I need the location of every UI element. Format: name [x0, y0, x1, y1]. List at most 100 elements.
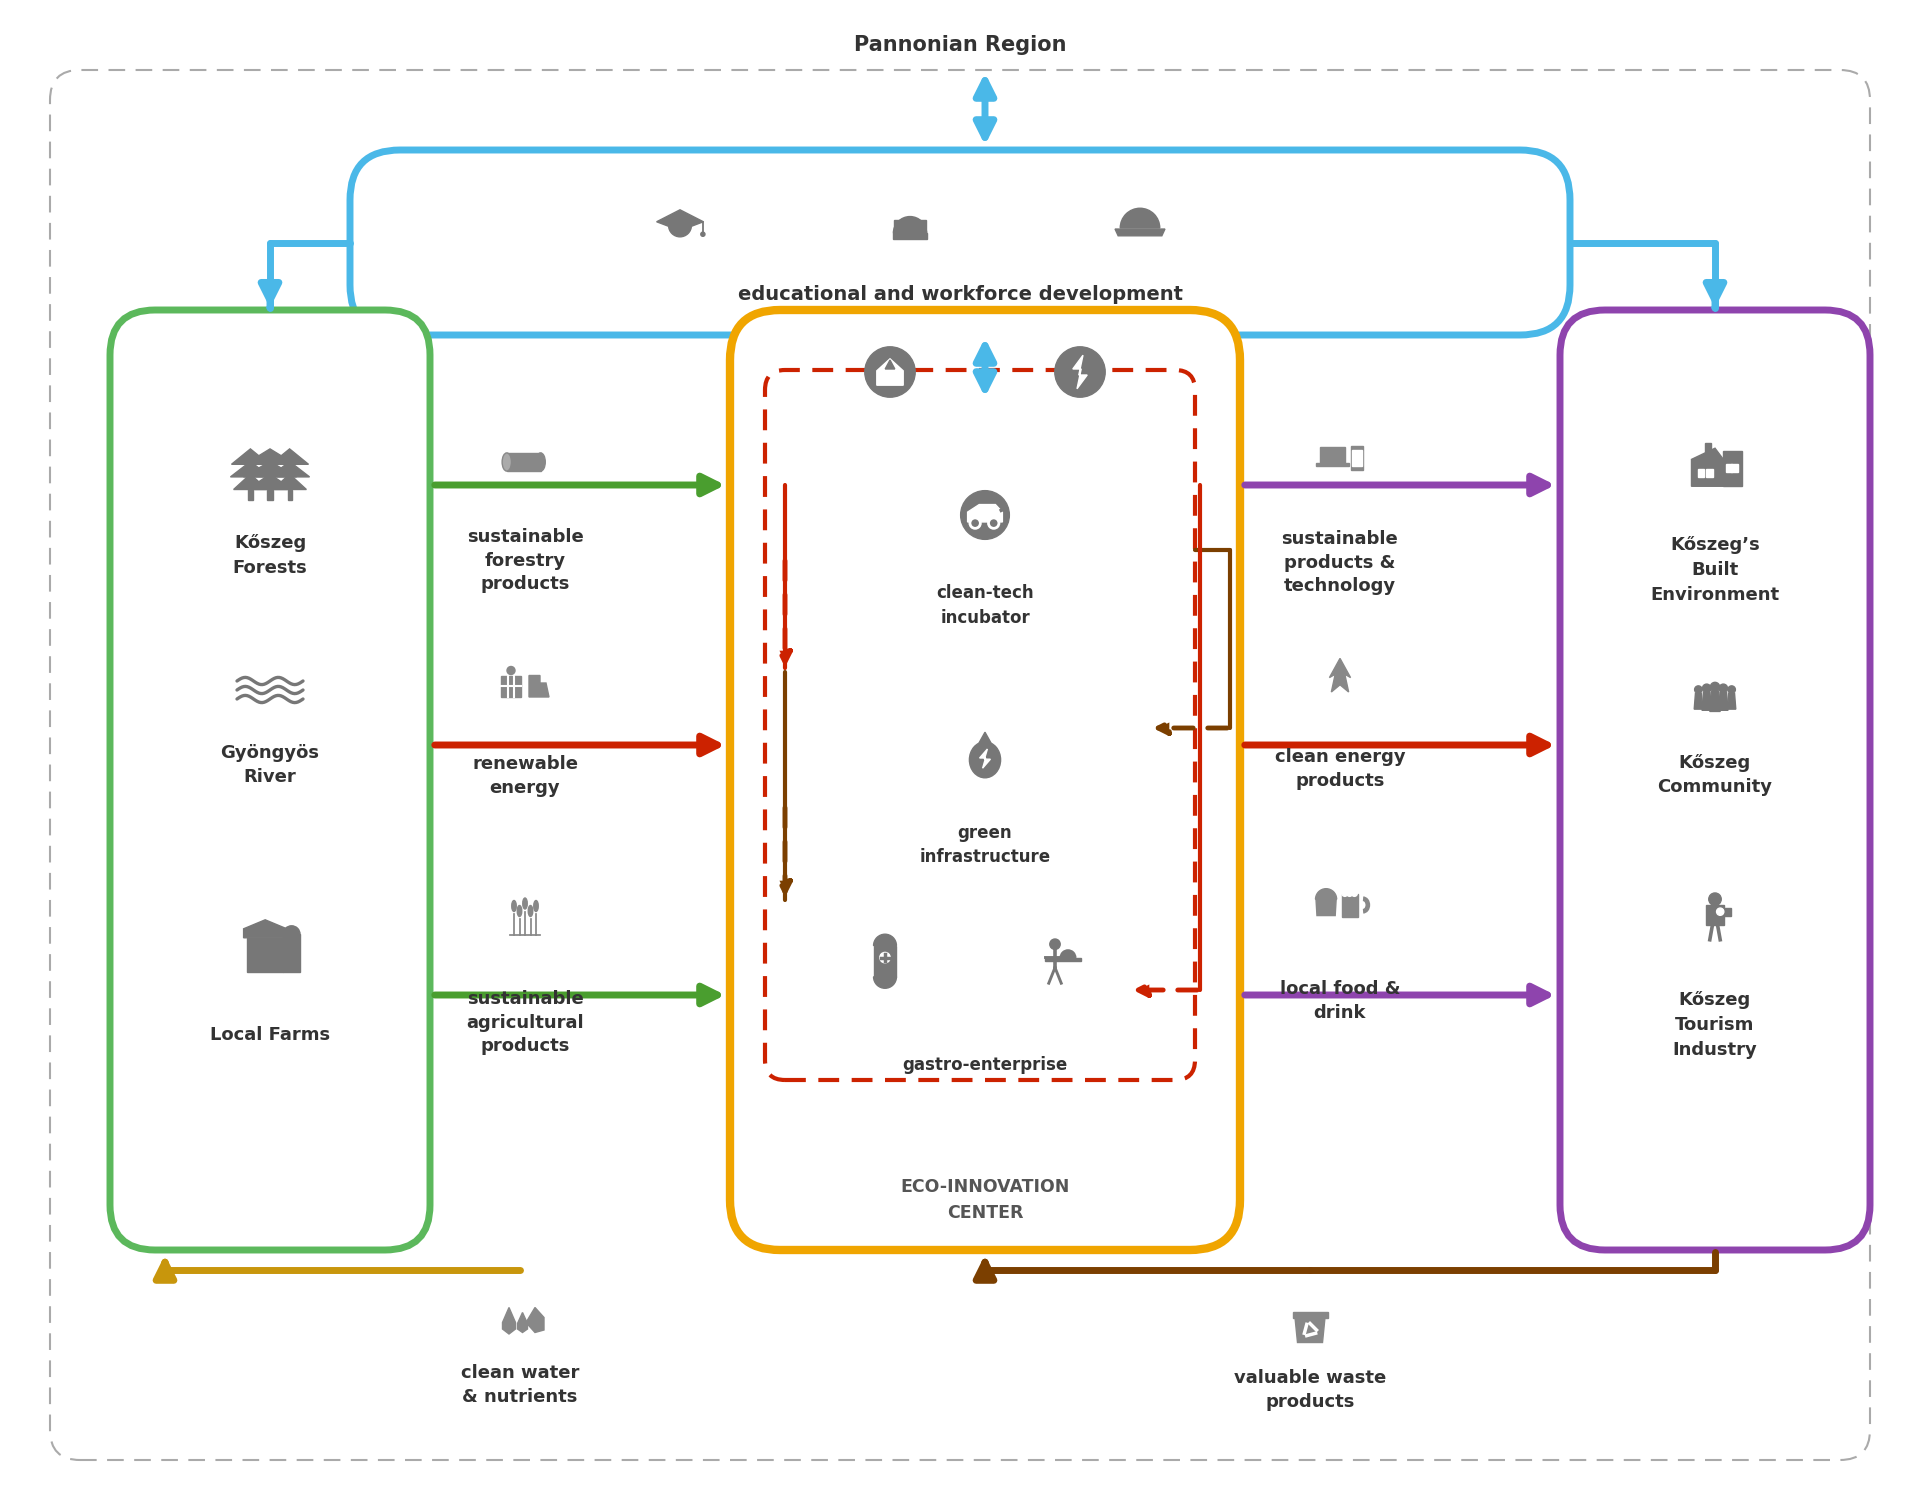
- Circle shape: [1728, 686, 1736, 693]
- Circle shape: [701, 232, 705, 237]
- FancyBboxPatch shape: [349, 150, 1571, 334]
- Polygon shape: [1342, 894, 1357, 916]
- Ellipse shape: [503, 453, 511, 471]
- Polygon shape: [1707, 908, 1730, 916]
- Polygon shape: [1352, 450, 1361, 466]
- Circle shape: [1718, 684, 1728, 693]
- Text: educational and workforce development: educational and workforce development: [737, 285, 1183, 304]
- Circle shape: [1342, 891, 1348, 897]
- Polygon shape: [234, 474, 267, 489]
- Text: local food &
drink: local food & drink: [1281, 980, 1400, 1022]
- Text: Pannonian Region: Pannonian Region: [854, 34, 1066, 56]
- Circle shape: [989, 518, 998, 528]
- Polygon shape: [1701, 693, 1711, 711]
- Polygon shape: [518, 1312, 528, 1332]
- Text: renewable
energy: renewable energy: [472, 754, 578, 796]
- Polygon shape: [1726, 464, 1732, 471]
- Polygon shape: [968, 504, 1002, 522]
- Polygon shape: [1724, 452, 1741, 486]
- Ellipse shape: [970, 742, 1000, 778]
- Wedge shape: [874, 934, 897, 945]
- Polygon shape: [248, 489, 253, 500]
- Polygon shape: [1315, 464, 1348, 466]
- Polygon shape: [288, 489, 292, 500]
- Circle shape: [1709, 892, 1720, 906]
- Polygon shape: [895, 220, 925, 232]
- Wedge shape: [1060, 950, 1075, 957]
- Wedge shape: [874, 976, 897, 988]
- Text: Local Farms: Local Farms: [209, 1026, 330, 1044]
- Text: sustainable
forestry
products: sustainable forestry products: [467, 528, 584, 592]
- Polygon shape: [1697, 470, 1705, 477]
- Polygon shape: [503, 1308, 515, 1334]
- Circle shape: [1050, 939, 1060, 950]
- Circle shape: [1054, 346, 1106, 398]
- Polygon shape: [1707, 470, 1713, 477]
- Wedge shape: [284, 926, 300, 934]
- Polygon shape: [232, 448, 269, 465]
- FancyBboxPatch shape: [109, 310, 430, 1250]
- Ellipse shape: [534, 900, 538, 912]
- Polygon shape: [1292, 1312, 1327, 1317]
- Polygon shape: [230, 462, 271, 477]
- Polygon shape: [273, 474, 307, 489]
- Polygon shape: [1350, 446, 1363, 470]
- Polygon shape: [1705, 442, 1711, 456]
- Polygon shape: [526, 1308, 543, 1332]
- Polygon shape: [246, 448, 296, 465]
- Polygon shape: [1116, 230, 1165, 236]
- Circle shape: [1716, 908, 1724, 915]
- Circle shape: [507, 666, 515, 675]
- Text: ECO-INNOVATION
CENTER: ECO-INNOVATION CENTER: [900, 1179, 1069, 1221]
- Text: Kőszeg’s
Built
Environment: Kőszeg’s Built Environment: [1651, 536, 1780, 604]
- Polygon shape: [877, 358, 902, 386]
- Polygon shape: [1319, 447, 1344, 464]
- Circle shape: [960, 490, 1010, 540]
- Polygon shape: [1711, 692, 1720, 711]
- Polygon shape: [657, 210, 703, 231]
- Polygon shape: [874, 945, 897, 976]
- Wedge shape: [668, 225, 691, 237]
- Text: Kőszeg
Tourism
Industry: Kőszeg Tourism Industry: [1672, 992, 1757, 1059]
- Ellipse shape: [536, 453, 545, 471]
- FancyBboxPatch shape: [1559, 310, 1870, 1250]
- Polygon shape: [244, 462, 296, 477]
- Polygon shape: [244, 920, 286, 938]
- Text: green
infrastructure: green infrastructure: [920, 824, 1050, 867]
- FancyBboxPatch shape: [50, 70, 1870, 1460]
- Circle shape: [864, 346, 916, 398]
- Polygon shape: [979, 732, 991, 742]
- Wedge shape: [1315, 888, 1336, 898]
- Circle shape: [879, 952, 891, 963]
- Text: gastro-enterprise: gastro-enterprise: [902, 1056, 1068, 1074]
- Circle shape: [1711, 682, 1720, 692]
- Circle shape: [1695, 686, 1703, 693]
- Text: clean energy
products: clean energy products: [1275, 748, 1405, 789]
- Polygon shape: [501, 675, 520, 698]
- Ellipse shape: [513, 900, 516, 912]
- Polygon shape: [979, 748, 991, 768]
- Polygon shape: [1732, 464, 1738, 471]
- Wedge shape: [893, 216, 927, 232]
- Text: clean-tech
incubator: clean-tech incubator: [937, 584, 1033, 627]
- Wedge shape: [1119, 209, 1160, 228]
- Polygon shape: [1692, 448, 1724, 486]
- Ellipse shape: [528, 906, 532, 916]
- Polygon shape: [284, 934, 300, 972]
- Polygon shape: [1693, 693, 1703, 709]
- Text: sustainable
agricultural
products: sustainable agricultural products: [467, 990, 584, 1054]
- Polygon shape: [1073, 356, 1087, 388]
- Circle shape: [1346, 891, 1352, 897]
- Text: valuable waste
products: valuable waste products: [1235, 1370, 1386, 1411]
- Ellipse shape: [516, 906, 522, 916]
- Polygon shape: [248, 474, 292, 489]
- FancyBboxPatch shape: [730, 310, 1240, 1250]
- Polygon shape: [271, 448, 309, 465]
- Text: Gyöngyös
River: Gyöngyös River: [221, 744, 319, 786]
- Polygon shape: [267, 489, 273, 500]
- Text: Kőszeg
Community: Kőszeg Community: [1657, 753, 1772, 796]
- Polygon shape: [248, 938, 284, 972]
- Polygon shape: [1044, 957, 1081, 962]
- Circle shape: [970, 518, 981, 528]
- Text: clean water
& nutrients: clean water & nutrients: [461, 1364, 580, 1406]
